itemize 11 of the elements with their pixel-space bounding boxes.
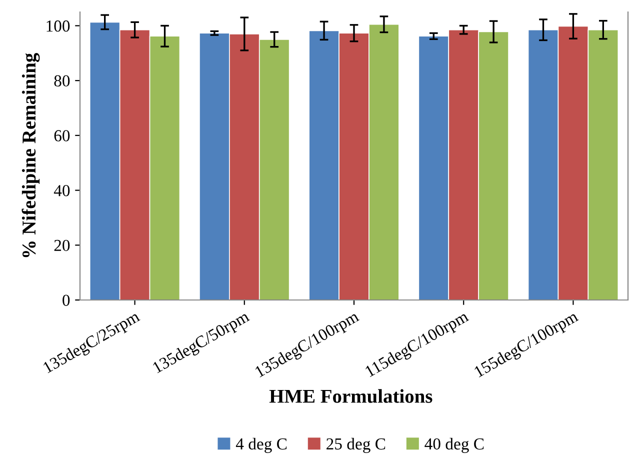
legend-label: 4 deg C [236,438,287,453]
y-tick-label: 100 [46,20,70,32]
y-tick-label: 0 [62,294,70,306]
x-axis-title: HME Formulations [269,389,432,403]
y-tick-label: 20 [54,240,70,252]
y-tick-label: 40 [54,184,70,196]
legend-label: 25 deg C [326,438,386,453]
y-tick-label: 80 [54,75,70,87]
legend-label: 40 deg C [424,438,484,453]
y-tick-label: 60 [54,130,70,142]
y-axis-title: % Nifedipine Remaining [22,53,40,258]
